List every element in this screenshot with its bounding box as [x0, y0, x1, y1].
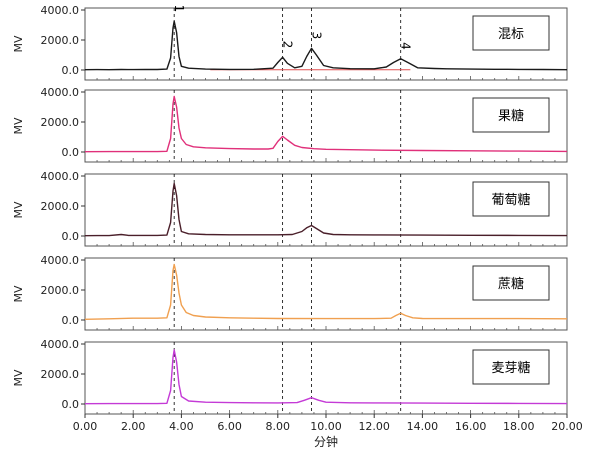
y-tick-label: 0.0 — [62, 314, 80, 327]
x-tick-label: 2.00 — [121, 420, 146, 433]
y-axis-label: MV — [12, 35, 25, 52]
panel-2: 4000.0 2000.0 0.0 MV 果糖 — [12, 86, 568, 163]
series-trace — [84, 20, 568, 71]
y-axis-label: MV — [12, 117, 25, 134]
legend-box — [472, 15, 550, 51]
legend-box — [472, 349, 550, 385]
y-tick-label: 4000.0 — [41, 4, 80, 17]
x-tick-label: 10.00 — [310, 420, 342, 433]
y-tick-label: 2000.0 — [41, 284, 80, 297]
y-axis-label: MV — [12, 285, 25, 302]
legend-box — [472, 181, 550, 217]
x-tick-label: 20.00 — [551, 420, 583, 433]
peak-label: 4 — [399, 42, 413, 50]
y-tick-label: 4000.0 — [41, 254, 80, 267]
legend-label: 蔗糖 — [498, 276, 524, 292]
y-tick-label: 0.0 — [62, 398, 80, 411]
peak-label: 2 — [281, 41, 295, 49]
series-trace — [84, 263, 568, 320]
series-trace — [84, 95, 568, 153]
panel-4: 4000.0 2000.0 0.0 MV 蔗糖 — [12, 254, 568, 331]
y-axis-label: MV — [12, 201, 25, 218]
y-tick-label: 0.0 — [62, 230, 80, 243]
y-tick-label: 4000.0 — [41, 338, 80, 351]
legend-label: 混标 — [498, 27, 524, 42]
series-trace — [84, 182, 568, 237]
x-tick-label: 8.00 — [266, 420, 291, 433]
y-tick-label: 0.0 — [62, 64, 80, 77]
y-tick-label: 0.0 — [62, 146, 80, 159]
y-tick-label: 2000.0 — [41, 116, 80, 129]
x-tick-label: 0.00 — [73, 420, 98, 433]
y-tick-label: 2000.0 — [41, 34, 80, 47]
legend-label: 果糖 — [498, 108, 524, 124]
peak-label: 1 — [172, 5, 186, 13]
y-tick-label: 4000.0 — [41, 86, 80, 99]
legend-label: 麦芽糖 — [491, 360, 530, 376]
panel-5: 4000.0 2000.0 0.0 MV 麦芽糖 — [12, 338, 568, 415]
y-axis-label: MV — [12, 369, 25, 386]
panel-3: 4000.0 2000.0 0.0 MV 葡萄糖 — [12, 170, 568, 247]
series-trace — [84, 349, 568, 405]
legend-box — [472, 97, 550, 133]
x-tick-label: 18.00 — [503, 420, 535, 433]
legend-box — [472, 265, 550, 301]
x-tick-label: 16.00 — [455, 420, 487, 433]
x-tick-label: 14.00 — [407, 420, 439, 433]
x-axis-label: 分钟 — [314, 434, 338, 449]
y-tick-label: 4000.0 — [41, 170, 80, 183]
panel-1: 4000.0 2000.0 0.0 MV 1 2 3 4 混标 — [12, 4, 568, 81]
y-tick-label: 2000.0 — [41, 368, 80, 381]
x-tick-label: 4.00 — [169, 420, 194, 433]
x-tick-label: 12.00 — [358, 420, 390, 433]
y-tick-label: 2000.0 — [41, 200, 80, 213]
x-tick-label: 6.00 — [217, 420, 242, 433]
peak-label: 3 — [310, 32, 324, 40]
legend-label: 葡萄糖 — [491, 192, 530, 208]
